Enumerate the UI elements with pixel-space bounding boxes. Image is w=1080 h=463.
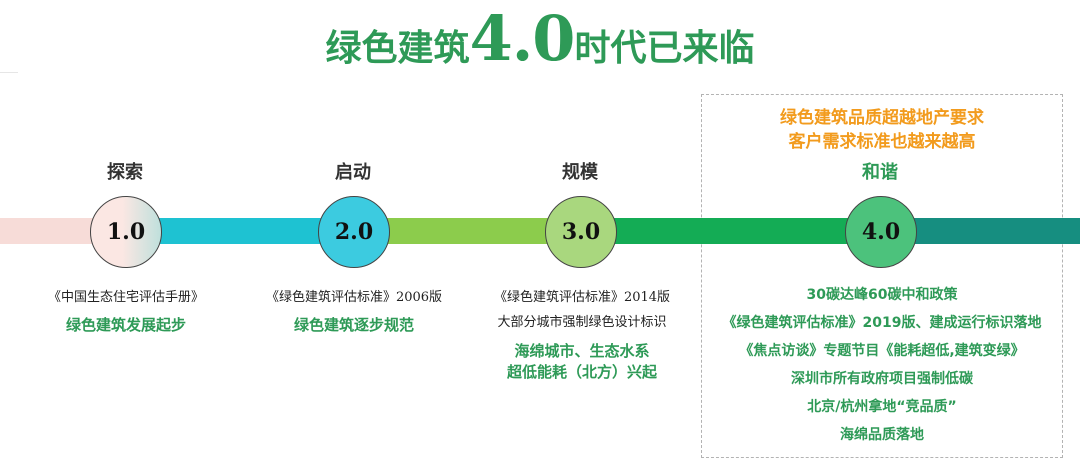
stage-4-item-3: 《焦点访谈》专题节目《能耗超低,建筑变绿》 xyxy=(739,343,1025,359)
top-left-divider xyxy=(0,72,18,73)
stage-label-harmony: 和谐 xyxy=(862,162,898,183)
title-prefix: 绿色建筑 xyxy=(325,28,470,69)
stage-3-description: 《绿色建筑评估标准》2014版 xyxy=(493,290,671,305)
stage-4-item-6: 海绵品质落地 xyxy=(840,427,924,443)
stage-4-item-4: 深圳市所有政府项目强制低碳 xyxy=(791,371,973,387)
version-node-4: 4.0 xyxy=(845,196,917,268)
stage-1-description: 《中国生态住宅评估手册》 xyxy=(47,290,204,305)
timeline-segment-2 xyxy=(354,218,580,244)
title-suffix: 时代已来临 xyxy=(574,28,755,69)
timeline-segment-3 xyxy=(580,218,880,244)
stage-4-highlight-box xyxy=(701,94,1063,458)
stage-3-summary-line-2: 超低能耗（北方）兴起 xyxy=(506,363,657,381)
stage-4-item-1: 30碳达峰60碳中和政策 xyxy=(806,287,958,303)
stage-label-scale: 规模 xyxy=(562,162,598,183)
version-node-2: 2.0 xyxy=(318,196,390,268)
stage-2-description: 《绿色建筑评估标准》2006版 xyxy=(265,290,443,305)
title-version: 4.0 xyxy=(469,2,576,75)
timeline-segment-1 xyxy=(130,218,354,244)
stage-4-item-2: 《绿色建筑评估标准》2019版、建成运行标识落地 xyxy=(722,315,1042,331)
box-heading-line-2: 客户需求标准也越来越高 xyxy=(788,132,976,152)
version-node-3: 3.0 xyxy=(545,196,617,268)
stage-label-explore: 探索 xyxy=(107,162,143,183)
stage-3-summary-line-1: 海绵城市、生态水系 xyxy=(514,342,650,360)
version-node-1: 1.0 xyxy=(90,196,162,268)
stage-2-summary: 绿色建筑逐步规范 xyxy=(293,316,414,334)
stage-3-mandate: 大部分城市强制绿色设计标识 xyxy=(497,315,667,330)
box-heading-line-1: 绿色建筑品质超越地产要求 xyxy=(780,108,984,128)
stage-4-item-5: 北京/杭州拿地“竞品质” xyxy=(807,399,957,415)
stage-label-launch: 启动 xyxy=(335,162,371,183)
page-title: 绿色建筑4.0时代已来临 xyxy=(0,2,1080,75)
stage-1-summary: 绿色建筑发展起步 xyxy=(65,316,186,334)
